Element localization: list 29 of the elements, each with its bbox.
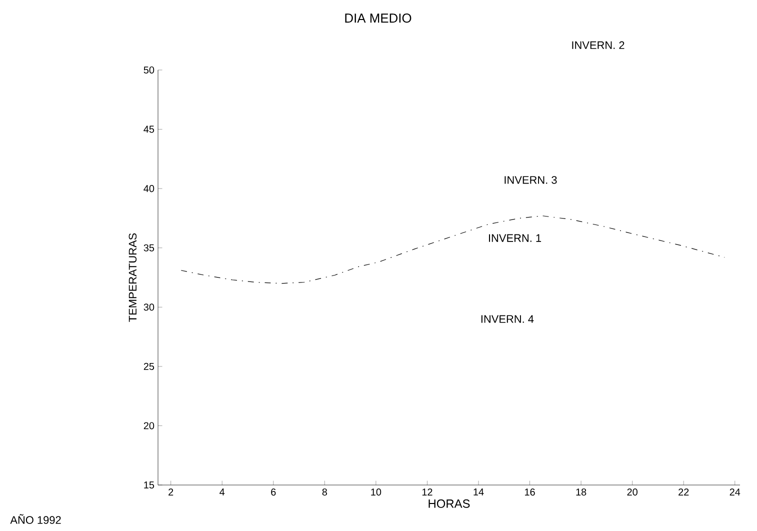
x-tick-label: 2 bbox=[168, 488, 174, 496]
x-tick-label: 22 bbox=[678, 488, 689, 496]
y-tick-label: 40 bbox=[144, 185, 154, 192]
y-tick-label: 45 bbox=[144, 126, 154, 133]
x-tick-label: 20 bbox=[627, 488, 638, 496]
x-tick-label: 6 bbox=[271, 488, 276, 496]
x-tick-label: 8 bbox=[322, 488, 327, 496]
x-tick-label: 12 bbox=[422, 488, 432, 496]
y-tick-label: 15 bbox=[144, 482, 154, 488]
annotation: INVERN. 4 bbox=[481, 315, 534, 323]
x-tick-label: 14 bbox=[474, 488, 484, 496]
y-tick-label: 30 bbox=[144, 304, 154, 311]
y-tick-label: 20 bbox=[144, 422, 154, 430]
y-tick-label: 50 bbox=[144, 66, 154, 74]
x-tick-label: 4 bbox=[220, 488, 225, 496]
x-tick-label: 18 bbox=[576, 488, 586, 496]
annotation: INVERN. 1 bbox=[488, 234, 542, 242]
line-series bbox=[180, 216, 725, 284]
chart-title: DIA MEDIO bbox=[345, 14, 412, 23]
annotation: INVERN. 3 bbox=[504, 176, 557, 184]
x-tick-label: 24 bbox=[730, 488, 740, 496]
x-axis-title: HORAS bbox=[428, 499, 470, 508]
y-tick-label: 35 bbox=[144, 244, 154, 252]
x-tick-label: 16 bbox=[524, 488, 535, 496]
y-axis-title: TEMPERATURAS bbox=[128, 233, 137, 322]
text: INVERN. 2 bbox=[572, 41, 624, 49]
x-tick-label: 10 bbox=[371, 488, 382, 496]
text: AÑO 1992 bbox=[10, 514, 61, 524]
y-tick-label: 25 bbox=[144, 362, 154, 370]
